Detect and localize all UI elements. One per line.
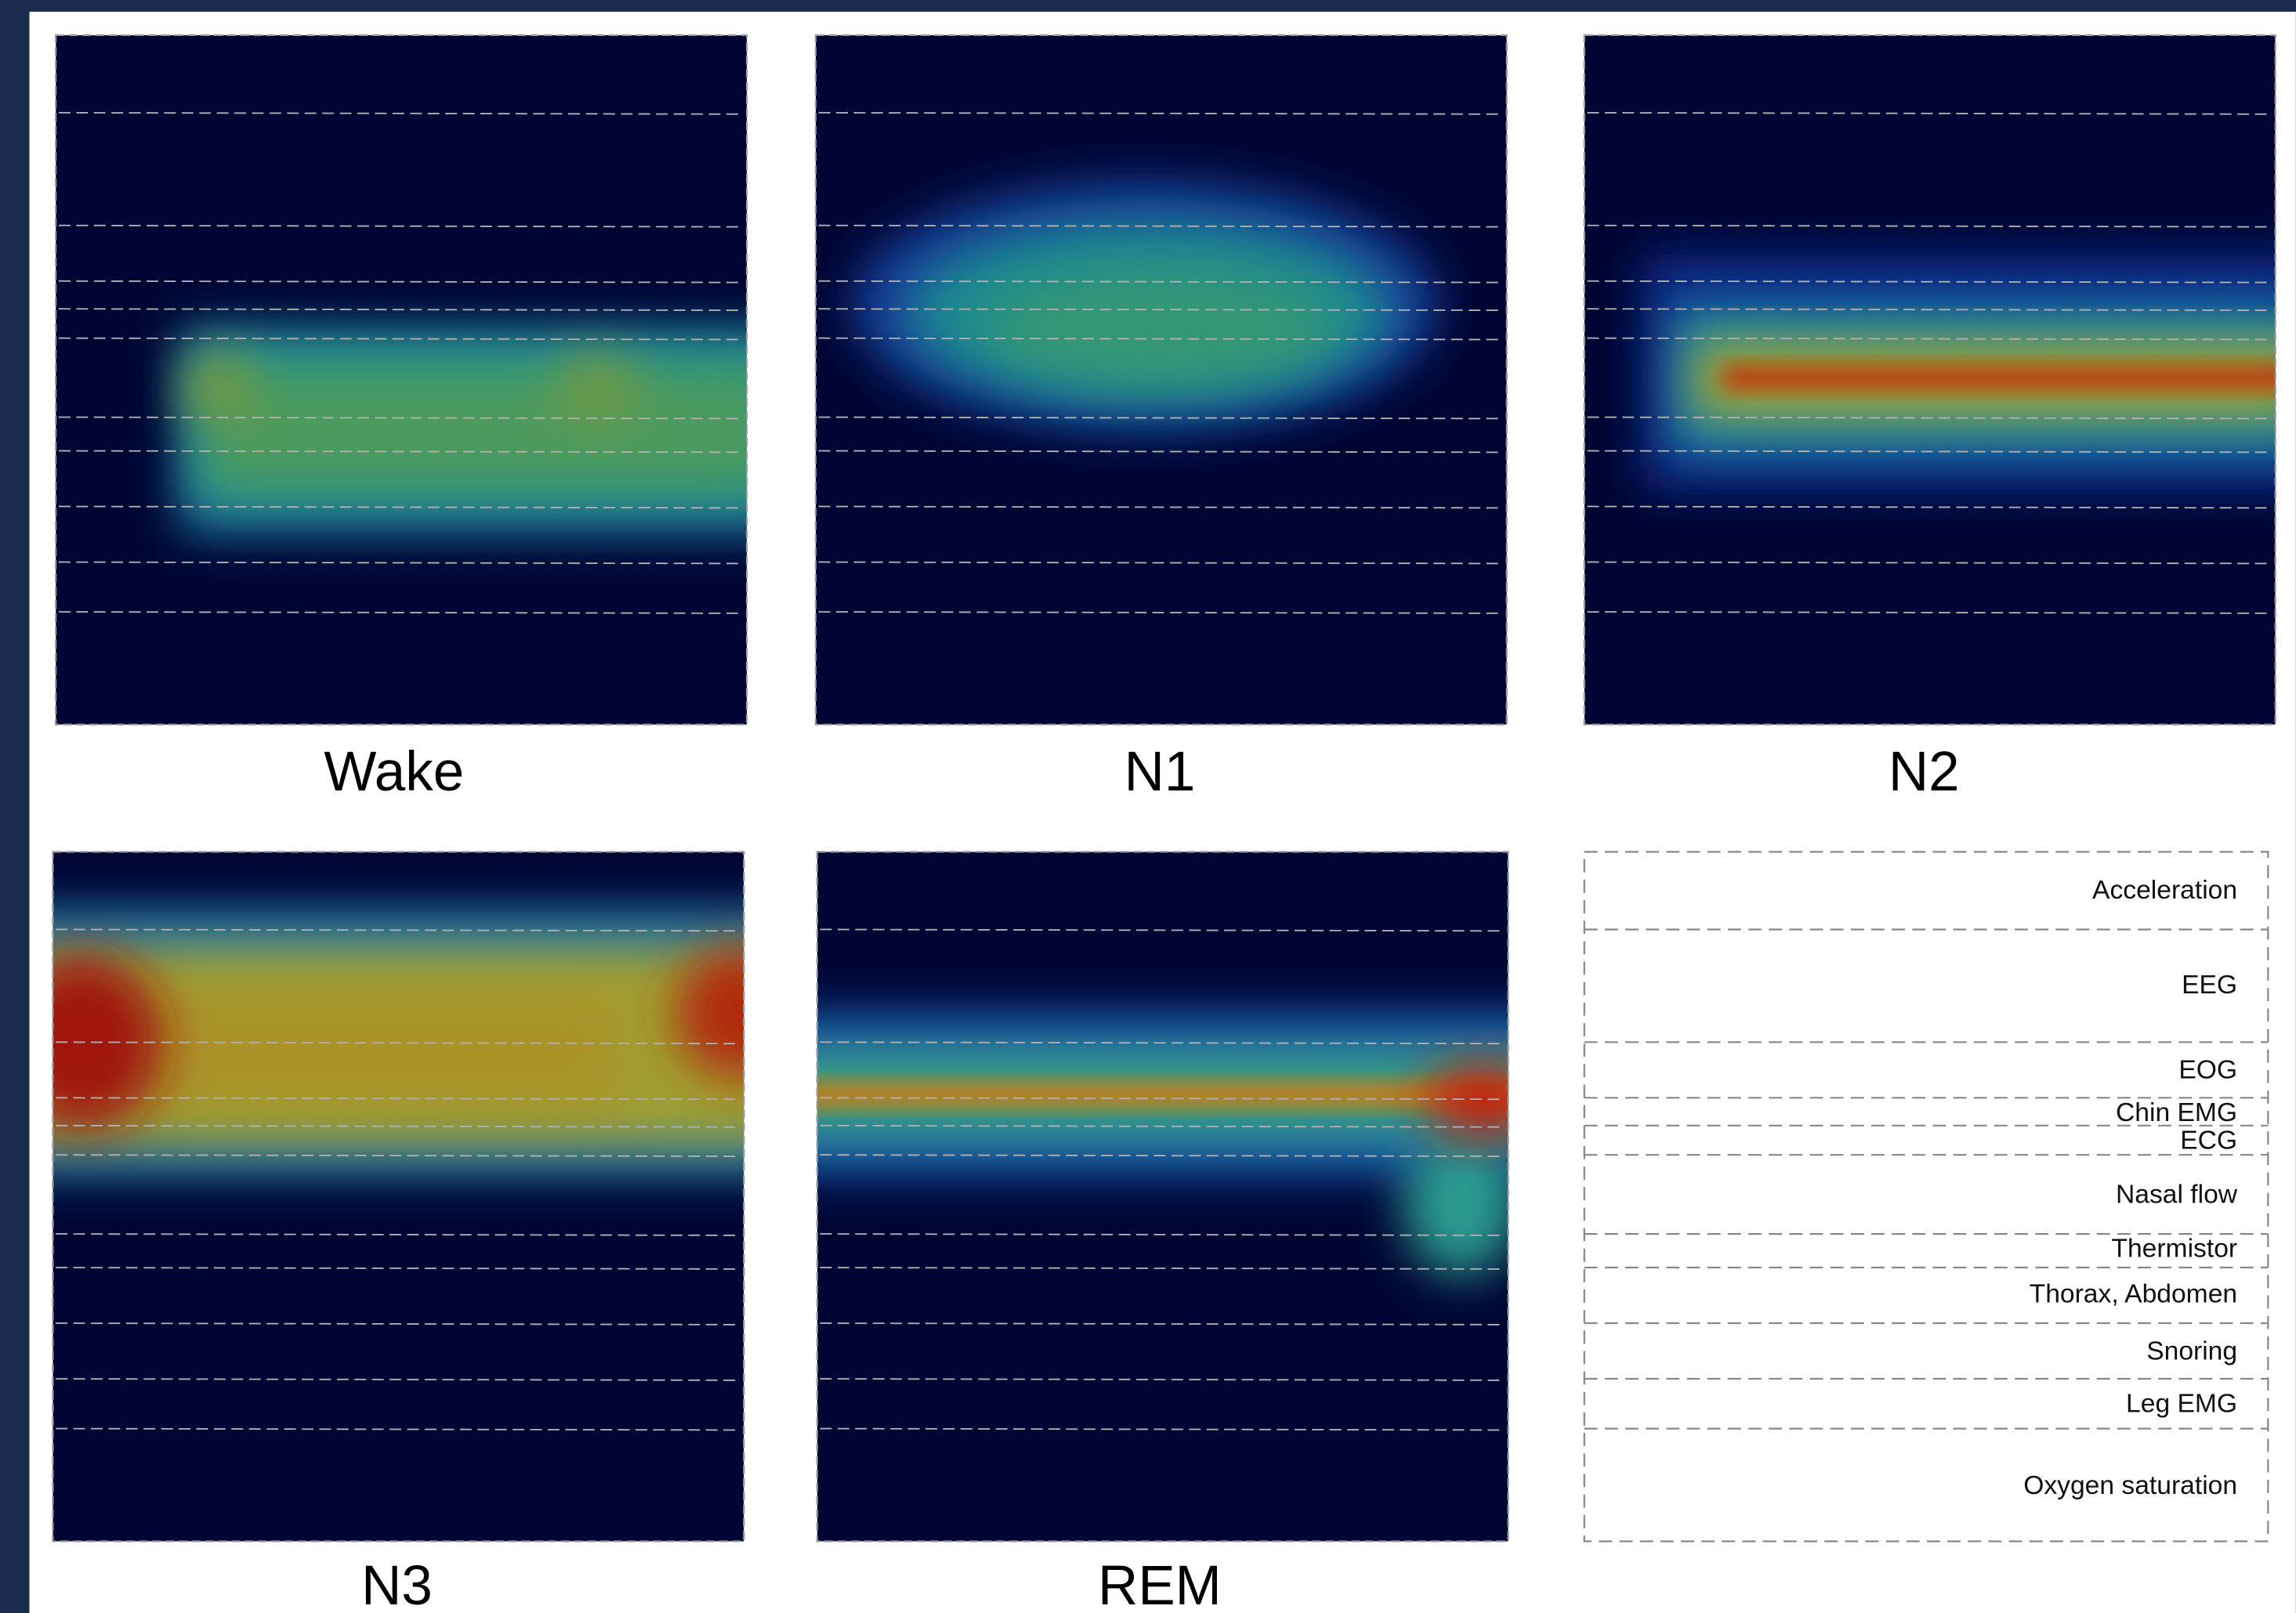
- channel-label: EOG: [2178, 1056, 2237, 1085]
- channel-divider: [56, 1233, 738, 1236]
- channel-divider: [820, 1427, 1503, 1431]
- channel-divider: [1587, 450, 2270, 454]
- channel-divider: [56, 928, 738, 932]
- channel-label: Chin EMG: [2116, 1098, 2237, 1127]
- channel-divider: [58, 416, 741, 420]
- channel-divider: [58, 450, 741, 454]
- channel-divider: [56, 1041, 738, 1045]
- channel-divider: [1587, 337, 2270, 341]
- channel-label: Leg EMG: [2126, 1390, 2237, 1419]
- channel-divider: [818, 450, 1501, 454]
- channel-divider: [56, 1267, 738, 1270]
- activation: [1403, 1130, 1508, 1277]
- channel-label: Thorax, Abdomen: [2030, 1279, 2237, 1308]
- panel-title: N1: [1124, 741, 1196, 803]
- panel-title: N2: [1889, 741, 1960, 803]
- channel-divider: [818, 505, 1501, 509]
- panel-border: [55, 34, 748, 725]
- channel-divider: [56, 1378, 738, 1381]
- activation: [675, 946, 744, 1080]
- channel-divider: [58, 561, 741, 565]
- channel-divider: [820, 1378, 1503, 1381]
- channel-divider: [56, 1427, 738, 1431]
- channel-divider: [58, 611, 741, 614]
- channel-divider: [1587, 611, 2270, 614]
- channel-divider: [1587, 416, 2270, 420]
- activation: [817, 1083, 1508, 1107]
- channel-divider: [820, 1124, 1503, 1128]
- activation: [1425, 1064, 1508, 1137]
- channel-divider: [58, 111, 741, 115]
- heatmap-background: [817, 852, 1508, 1542]
- channel-divider: [818, 416, 1501, 420]
- channel-label: Nasal flow: [2116, 1180, 2238, 1209]
- heatmap: [815, 34, 1507, 725]
- channel-divider: [56, 1124, 738, 1128]
- channel-divider: [58, 337, 741, 341]
- channel-divider: [818, 611, 1501, 614]
- channel-label: Snoring: [2146, 1336, 2237, 1365]
- panel-border: [816, 851, 1509, 1542]
- channel-divider: [818, 308, 1501, 312]
- channel-divider: [56, 1097, 738, 1101]
- heatmap-panel: [55, 34, 748, 725]
- heatmap: [1584, 34, 2276, 725]
- activation: [983, 269, 1336, 387]
- channel-divider: [820, 928, 1503, 932]
- channel-divider: [58, 280, 741, 284]
- panel-border: [814, 34, 1508, 725]
- channel-label: EEG: [2182, 971, 2237, 1000]
- activation: [140, 990, 625, 1108]
- channel-divider: [818, 337, 1501, 341]
- channel-label: Thermistor: [2111, 1235, 2237, 1264]
- channel-divider: [820, 1267, 1503, 1270]
- channel-divider: [820, 1154, 1503, 1157]
- channel-label: Acceleration: [2092, 876, 2237, 905]
- channel-divider: [820, 1041, 1503, 1045]
- channel-divider: [1587, 505, 2270, 509]
- heatmap-panel: [52, 851, 745, 1542]
- heatmap: [817, 852, 1508, 1542]
- key-border: [1583, 851, 2269, 1542]
- panel-title: REM: [1098, 1555, 1222, 1613]
- channel-divider: [1587, 308, 2270, 312]
- heatmap: [53, 852, 744, 1542]
- channel-divider: [1587, 111, 2270, 115]
- channel-divider: [818, 280, 1501, 284]
- heatmap: [56, 34, 748, 725]
- channel-divider: [1587, 224, 2270, 228]
- channel-divider: [818, 224, 1501, 228]
- panel-title: Wake: [324, 741, 464, 803]
- heatmap-panel: [1583, 34, 2276, 725]
- channel-label: ECG: [2180, 1126, 2237, 1155]
- channel-divider: [1587, 561, 2270, 565]
- channel-divider: [818, 561, 1501, 565]
- channel-divider: [820, 1233, 1503, 1236]
- channel-divider: [58, 308, 741, 312]
- activation: [1723, 366, 2276, 389]
- channel-divider: [1587, 280, 2270, 284]
- channel-divider: [56, 1154, 738, 1157]
- heatmap-panel: [814, 34, 1508, 725]
- channel-divider: [818, 111, 1501, 115]
- activation: [53, 954, 163, 1130]
- channel-divider: [820, 1097, 1503, 1101]
- activation: [553, 349, 642, 423]
- channel-divider: [58, 505, 741, 509]
- activation: [179, 349, 254, 423]
- activation: [209, 374, 748, 485]
- channel-divider: [820, 1322, 1503, 1325]
- channel-divider: [56, 1322, 738, 1325]
- panel-title: N3: [361, 1555, 433, 1613]
- channel-label: Oxygen saturation: [2023, 1471, 2237, 1500]
- panel-border: [52, 851, 745, 1542]
- heatmap-panel: [816, 851, 1509, 1542]
- channel-divider: [58, 224, 741, 228]
- panel-border: [1583, 34, 2276, 725]
